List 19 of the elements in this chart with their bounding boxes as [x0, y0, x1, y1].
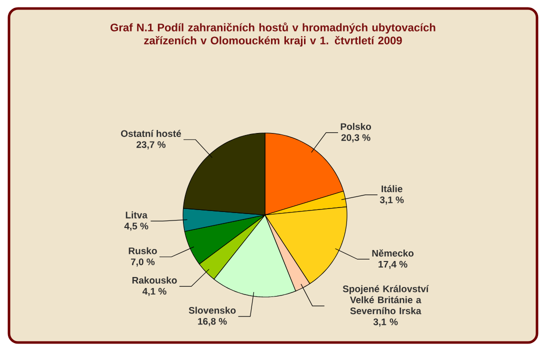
data-label: 20,3 % — [341, 134, 370, 142]
slice-label: Rakousko — [132, 276, 177, 284]
data-label: 4,5 % — [124, 222, 148, 231]
legend-label: Spojené Království Velké Británie a Severního Irska — [342, 285, 429, 314]
slice-label: Itálie — [382, 185, 402, 192]
chart-title: Graf N.1 Podíl zahraničních hostů v hromadných ubytovacích zařízeních v Olomouckém kraji v 1. čtvrtletí 2009 — [110, 22, 436, 47]
slice-label: Rusko — [128, 247, 157, 254]
data-label: 23,7 % — [136, 141, 166, 150]
slice-label: Slovensko — [188, 306, 236, 314]
data-label: 3,1 % — [373, 318, 398, 327]
data-label: 4,1 % — [142, 288, 166, 296]
slice-label: Ostatní hosté — [121, 130, 182, 137]
slice-label: Německo — [372, 249, 414, 257]
data-label: 7,0 % — [130, 258, 155, 267]
slice-label: Polsko — [340, 122, 372, 130]
data-label: 17,4 % — [378, 260, 408, 269]
slice-label: Litva — [126, 211, 148, 218]
data-label: 16,8 % — [198, 318, 227, 326]
data-label: 3,1 % — [380, 196, 404, 205]
